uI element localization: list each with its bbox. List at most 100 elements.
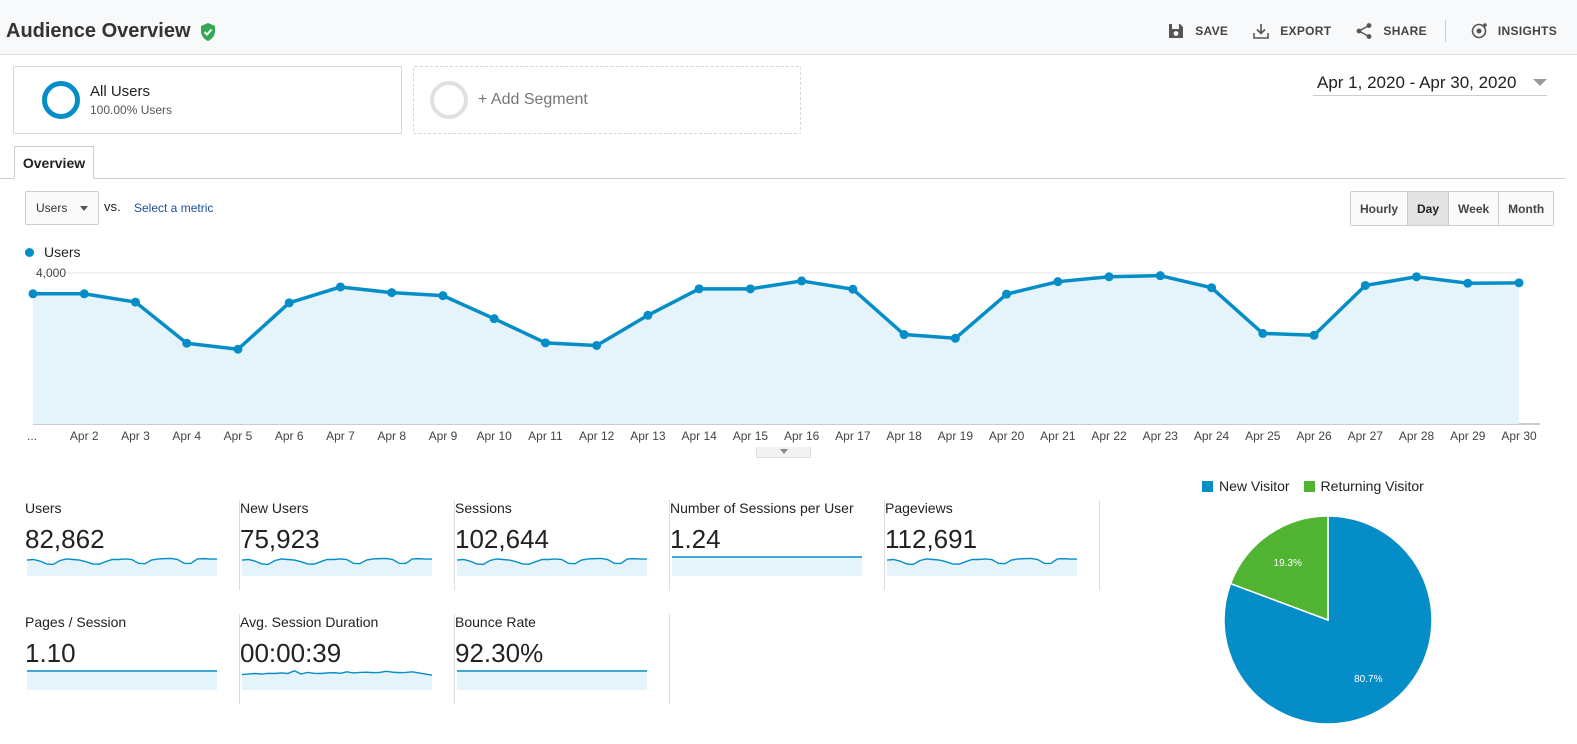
- data-point[interactable]: [745, 284, 755, 294]
- users-area: [33, 275, 1519, 424]
- add-segment-label: + Add Segment: [478, 91, 588, 108]
- segment-percentage: 100.00% Users: [90, 103, 173, 117]
- data-point[interactable]: [1412, 272, 1422, 282]
- x-tick-label: Apr 14: [681, 429, 717, 443]
- date-range-picker[interactable]: Apr 1, 2020 - Apr 30, 2020: [1313, 70, 1547, 96]
- sparkline-line: [887, 557, 1077, 566]
- pie-slice-returning-visitor[interactable]: [1229, 515, 1329, 622]
- data-point[interactable]: [130, 297, 140, 307]
- data-point[interactable]: [540, 338, 550, 348]
- metric-dropdown-value: Users: [36, 201, 68, 215]
- metric-value: 1.24: [670, 524, 721, 554]
- data-point[interactable]: [1155, 271, 1165, 281]
- tab-overview[interactable]: Overview: [14, 146, 94, 179]
- metric-sparkline: [242, 669, 432, 690]
- data-point[interactable]: [1514, 278, 1524, 288]
- granularity-week-button[interactable]: Week: [1448, 192, 1499, 225]
- add-segment-button[interactable]: + Add Segment: [413, 66, 801, 134]
- pie-legend: New Visitor Returning Visitor: [1202, 478, 1424, 494]
- segment-all-users[interactable]: All Users 100.00% Users: [13, 66, 402, 134]
- data-point[interactable]: [950, 333, 960, 343]
- insights-button[interactable]: INSIGHTS: [1470, 22, 1557, 40]
- data-point[interactable]: [438, 291, 448, 301]
- visitor-pie-chart[interactable]: 80.7% 19.3%: [1222, 514, 1434, 726]
- x-tick-label: Apr 3: [121, 429, 150, 443]
- legend-returning-visitor[interactable]: Returning Visitor: [1303, 478, 1424, 494]
- metric-card[interactable]: Pages / Session 1.10: [25, 614, 240, 704]
- metric-card[interactable]: Sessions 102,644: [455, 500, 670, 590]
- floppy-icon: [1169, 24, 1184, 38]
- share-label: SHARE: [1383, 24, 1427, 38]
- share-button[interactable]: SHARE: [1355, 22, 1427, 40]
- data-point[interactable]: [233, 344, 243, 354]
- x-tick-label: Apr 11: [528, 429, 563, 443]
- x-tick-label: Apr 8: [377, 429, 406, 443]
- data-point[interactable]: [284, 298, 294, 308]
- metric-sparkline: [457, 557, 647, 576]
- data-point[interactable]: [1360, 280, 1370, 290]
- granularity-toggle: Hourly Day Week Month: [1350, 191, 1555, 226]
- granularity-hourly-button[interactable]: Hourly: [1351, 192, 1408, 225]
- x-tick-label: Apr 22: [1091, 429, 1127, 443]
- x-tick-label: Apr 4: [172, 429, 201, 443]
- data-point[interactable]: [848, 284, 858, 294]
- save-label: SAVE: [1195, 24, 1229, 38]
- data-point[interactable]: [1053, 277, 1063, 287]
- pie-slice-label: 80.7%: [1354, 674, 1382, 685]
- data-point[interactable]: [1104, 272, 1114, 282]
- metric-card[interactable]: Number of Sessions per User 1.24: [670, 500, 885, 590]
- x-tick-label: Apr 29: [1450, 429, 1486, 443]
- data-point[interactable]: [1463, 278, 1473, 288]
- page-title-text: Audience Overview: [6, 20, 191, 42]
- vs-label: vs.: [104, 199, 121, 214]
- data-point[interactable]: [335, 282, 345, 292]
- chevron-down-icon: [1533, 79, 1547, 86]
- legend-new-visitor[interactable]: New Visitor: [1202, 478, 1290, 494]
- data-point[interactable]: [592, 340, 602, 350]
- x-tick-label: Apr 16: [784, 429, 820, 443]
- sparkline-line: [457, 557, 647, 566]
- metric-sparkline: [27, 557, 217, 576]
- chart-collapse-toggle[interactable]: [756, 447, 811, 458]
- data-point[interactable]: [28, 289, 38, 299]
- metric-value: 82,862: [25, 524, 105, 554]
- metric-card[interactable]: Avg. Session Duration 00:00:39: [240, 614, 455, 704]
- data-point[interactable]: [797, 276, 807, 286]
- metric-card[interactable]: Users 82,862: [25, 500, 240, 590]
- legend-swatch-new: [1202, 480, 1213, 492]
- metric-card[interactable]: Bounce Rate 92.30%: [455, 614, 670, 704]
- data-point[interactable]: [79, 289, 89, 299]
- data-point[interactable]: [1002, 289, 1012, 299]
- x-tick-label: Apr 25: [1245, 429, 1281, 443]
- data-point[interactable]: [387, 288, 397, 298]
- sparkline-line: [242, 557, 432, 566]
- export-button[interactable]: EXPORT: [1252, 22, 1331, 40]
- export-label: EXPORT: [1280, 24, 1332, 38]
- x-tick-label: Apr 13: [630, 429, 666, 443]
- x-tick-label: Apr 10: [476, 429, 512, 443]
- metric-card[interactable]: Pageviews 112,691: [885, 500, 1100, 590]
- metric-label: Pageviews: [885, 500, 953, 516]
- x-tick-label: Apr 7: [326, 429, 355, 443]
- metric-card[interactable]: New Users 75,923: [240, 500, 455, 590]
- save-button[interactable]: SAVE: [1167, 22, 1228, 40]
- data-point[interactable]: [694, 284, 704, 294]
- data-point[interactable]: [643, 310, 653, 320]
- granularity-day-button[interactable]: Day: [1407, 192, 1449, 225]
- granularity-month-button[interactable]: Month: [1498, 192, 1554, 225]
- data-point[interactable]: [182, 338, 192, 348]
- x-tick-label: ...: [27, 429, 37, 443]
- share-icon: [1357, 23, 1372, 39]
- x-tick-label: Apr 12: [579, 429, 615, 443]
- metric-value: 92.30%: [455, 638, 544, 668]
- metric-dropdown[interactable]: Users: [25, 191, 99, 225]
- data-point[interactable]: [1207, 283, 1217, 293]
- verified-shield-icon: [200, 22, 215, 41]
- data-point[interactable]: [1309, 330, 1319, 340]
- data-point[interactable]: [1258, 328, 1268, 338]
- select-metric-link[interactable]: Select a metric: [134, 201, 214, 215]
- data-point[interactable]: [899, 330, 909, 340]
- data-point[interactable]: [489, 314, 499, 324]
- sparkline-area: [27, 671, 217, 690]
